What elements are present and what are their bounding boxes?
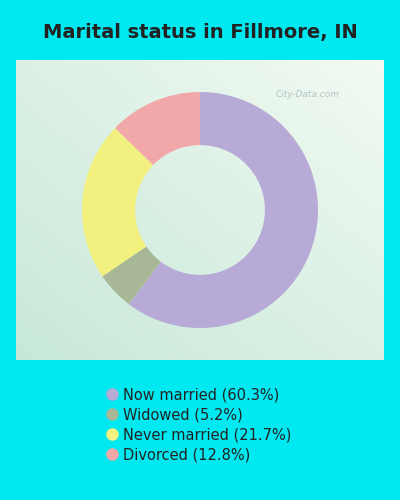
Wedge shape xyxy=(115,92,200,165)
Wedge shape xyxy=(102,246,161,304)
Wedge shape xyxy=(82,128,153,276)
Text: Marital status in Fillmore, IN: Marital status in Fillmore, IN xyxy=(43,23,357,42)
Wedge shape xyxy=(129,92,318,328)
Legend: Now married (60.3%), Widowed (5.2%), Never married (21.7%), Divorced (12.8%): Now married (60.3%), Widowed (5.2%), Nev… xyxy=(104,383,296,467)
Text: City-Data.com: City-Data.com xyxy=(276,90,340,99)
